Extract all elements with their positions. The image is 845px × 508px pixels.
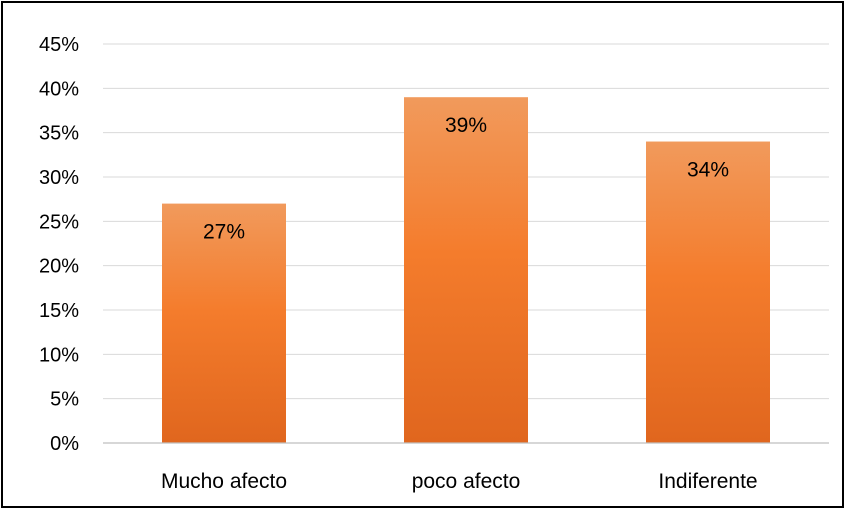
y-tick-label: 10%	[39, 344, 79, 366]
x-category-label: Indiferente	[658, 470, 757, 493]
data-label: 27%	[203, 221, 245, 244]
x-category-label: Mucho afecto	[161, 470, 287, 493]
y-tick-label: 0%	[50, 433, 79, 455]
x-axis-category-labels: Mucho afecto poco afecto Indiferente	[161, 470, 758, 493]
x-category-label: poco afecto	[412, 470, 521, 493]
data-label: 39%	[445, 114, 487, 137]
bar-mucho-afecto	[162, 203, 286, 443]
y-tick-label: 15%	[39, 300, 79, 322]
y-tick-label: 40%	[39, 78, 79, 100]
data-labels: 27% 39% 34%	[203, 114, 729, 243]
y-tick-label: 5%	[50, 389, 79, 411]
y-tick-label: 45%	[39, 34, 79, 56]
bar-poco-afecto	[404, 97, 528, 443]
y-tick-label: 30%	[39, 167, 79, 189]
bar-chart: 0% 5% 10% 15% 20% 25% 30% 35% 40% 45% Mucho afect…	[39, 34, 829, 493]
y-tick-label: 35%	[39, 123, 79, 145]
y-tick-label: 25%	[39, 211, 79, 233]
bars	[162, 97, 770, 444]
bar-indiferente	[646, 141, 770, 444]
data-label: 34%	[687, 159, 729, 182]
y-tick-label: 20%	[39, 256, 79, 278]
y-axis-tick-labels: 0% 5% 10% 15% 20% 25% 30% 35% 40% 45%	[39, 34, 79, 455]
